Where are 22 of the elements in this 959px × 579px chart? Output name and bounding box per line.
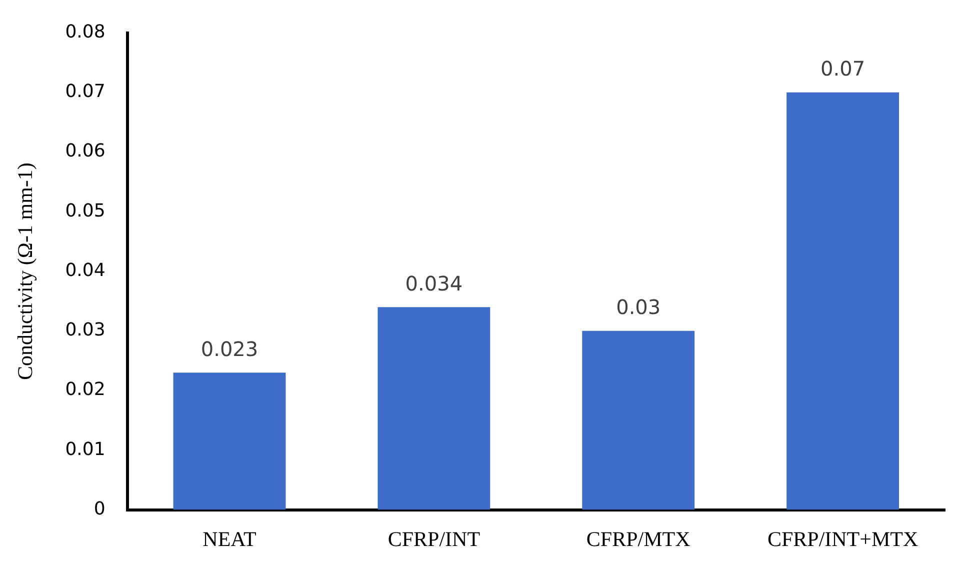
y-axis-title: Conductivity (Ω-1 mm-1) — [13, 162, 38, 380]
data-label: 0.07 — [820, 56, 866, 81]
bar — [582, 330, 695, 510]
y-tick-label: 0.01 — [65, 438, 106, 460]
y-tick-label: 0.06 — [65, 140, 106, 162]
y-tick-label: 0 — [94, 498, 106, 520]
data-label: 0.034 — [405, 271, 463, 296]
data-label: 0.03 — [616, 295, 661, 320]
bar — [786, 92, 900, 510]
y-tick-label: 0.04 — [65, 260, 106, 281]
y-tick-label: 0.07 — [65, 81, 106, 102]
y-tick-label: 0.02 — [65, 379, 106, 400]
data-label: 0.023 — [200, 336, 258, 361]
x-tick-label: CFRP/MTX — [586, 526, 690, 551]
bar — [378, 307, 490, 510]
x-tick-label: CFRP/INT — [388, 526, 480, 551]
x-tick-label: NEAT — [202, 526, 256, 551]
x-tick-label: CFRP/INT+MTX — [767, 526, 918, 551]
y-tick-label: 0.05 — [65, 200, 106, 222]
y-tick-label: 0.08 — [65, 21, 106, 42]
bar — [173, 372, 286, 510]
y-tick-label: 0.03 — [65, 320, 106, 341]
